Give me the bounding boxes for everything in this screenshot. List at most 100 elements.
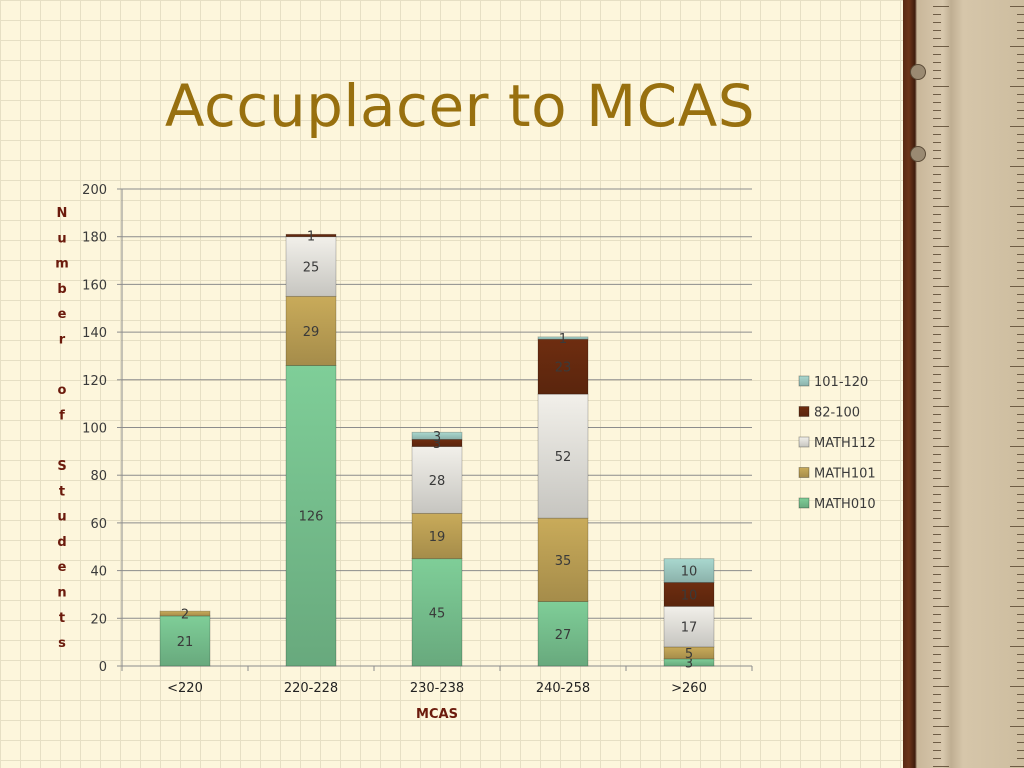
data-label: 2 (181, 608, 189, 623)
ruler-tick (1017, 38, 1024, 39)
ruler-tick (1017, 70, 1024, 71)
ruler-tick (933, 198, 941, 199)
slide-title: Accuplacer to MCAS (164, 72, 756, 140)
y-axis-label-letter: u (57, 510, 66, 525)
ruler-tick (1017, 278, 1024, 279)
ruler-tick (1017, 502, 1024, 503)
ruler-tick (1017, 598, 1024, 599)
ruler-tick (933, 286, 949, 287)
ruler-tick (1017, 542, 1024, 543)
ruler-tick (933, 406, 949, 407)
x-tick-label: 220-228 (284, 681, 338, 696)
ruler-tick (1017, 734, 1024, 735)
ruler-tick (1010, 86, 1024, 87)
ruler-tick (1017, 110, 1024, 111)
ruler-tick (933, 222, 941, 223)
ruler-tick (1017, 550, 1024, 551)
data-label: 52 (555, 450, 572, 465)
bar-segment (285, 295, 337, 366)
ruler-tick (1010, 526, 1024, 527)
ruler-tick (1017, 654, 1024, 655)
ruler-tick (1017, 94, 1024, 95)
screw-icon (910, 146, 926, 162)
ruler-tick (1010, 166, 1024, 167)
ruler-tick (1010, 246, 1024, 247)
ruler-tick (1017, 198, 1024, 199)
ruler-tick (1010, 406, 1024, 407)
ruler-tick (1017, 758, 1024, 759)
y-axis-label-letter: t (59, 611, 65, 626)
ruler-tick (1017, 750, 1024, 751)
x-tick-label: 230-238 (410, 681, 464, 696)
ruler-tick (933, 726, 949, 727)
ruler-tick (933, 366, 949, 367)
ruler-tick (1010, 606, 1024, 607)
ruler-tick (1017, 318, 1024, 319)
ruler-tick (1017, 454, 1024, 455)
ruler-tick (1010, 766, 1024, 767)
ruler-tick (933, 246, 949, 247)
ruler-tick (1017, 390, 1024, 391)
ruler-tick (933, 758, 941, 759)
ruler-tick (933, 678, 941, 679)
stacked-bar-chart: 020406080100120140160180200NumberofStude… (55, 183, 876, 722)
ruler-tick (1017, 78, 1024, 79)
ruler-tick (1017, 182, 1024, 183)
ruler-tick (1017, 310, 1024, 311)
ruler-tick (1017, 222, 1024, 223)
ruler-tick (933, 102, 941, 103)
legend-label: MATH112 (814, 436, 876, 451)
bar-segment (285, 233, 337, 238)
legend-label: MATH101 (814, 467, 876, 482)
ruler-tick (933, 78, 941, 79)
bar-segment (285, 236, 337, 297)
bar-segment (411, 558, 463, 667)
y-tick-label: 200 (82, 183, 107, 198)
ruler-tick (933, 438, 941, 439)
ruler-tick (1017, 254, 1024, 255)
ruler-tick (933, 278, 941, 279)
ruler-tick (933, 470, 941, 471)
ruler-tick (933, 110, 941, 111)
ruler-tick (1010, 6, 1024, 7)
ruler-tick (1017, 142, 1024, 143)
data-label: 1 (307, 230, 315, 245)
ruler-tick (933, 654, 941, 655)
y-axis-label-letter: e (58, 560, 67, 575)
y-axis-label-letter: N (57, 206, 68, 221)
ruler-tick (1017, 718, 1024, 719)
ruler-tick (1010, 486, 1024, 487)
data-label: 3 (685, 656, 693, 671)
ruler-tick (933, 630, 941, 631)
y-tick-label: 140 (82, 326, 107, 341)
ruler-tick (1017, 174, 1024, 175)
ruler-tick (933, 166, 949, 167)
ruler-tick (933, 38, 941, 39)
ruler-decoration (903, 0, 1024, 768)
ruler-tick (1017, 14, 1024, 15)
ruler-tick (933, 398, 941, 399)
ruler-tick (933, 46, 949, 47)
ruler-tick (1017, 470, 1024, 471)
ruler-tick (1017, 238, 1024, 239)
ruler-tick (933, 94, 941, 95)
legend-swatch (798, 406, 810, 417)
legend-label: MATH010 (814, 497, 876, 512)
ruler-tick (933, 734, 941, 735)
ruler-tick (1017, 614, 1024, 615)
ruler-tick (1017, 422, 1024, 423)
ruler-tick (933, 742, 941, 743)
y-tick-label: 20 (90, 612, 107, 627)
ruler-tick (1017, 494, 1024, 495)
ruler-tick (1017, 262, 1024, 263)
ruler-tick (933, 422, 941, 423)
ruler-tick (933, 542, 941, 543)
ruler-tick (933, 326, 949, 327)
ruler-tick (1017, 670, 1024, 671)
bar-segment (411, 446, 463, 514)
ruler-tick (1017, 374, 1024, 375)
ruler-tick (933, 574, 941, 575)
ruler-tick (933, 510, 941, 511)
bar-segment (663, 582, 715, 607)
ruler-tick (933, 598, 941, 599)
